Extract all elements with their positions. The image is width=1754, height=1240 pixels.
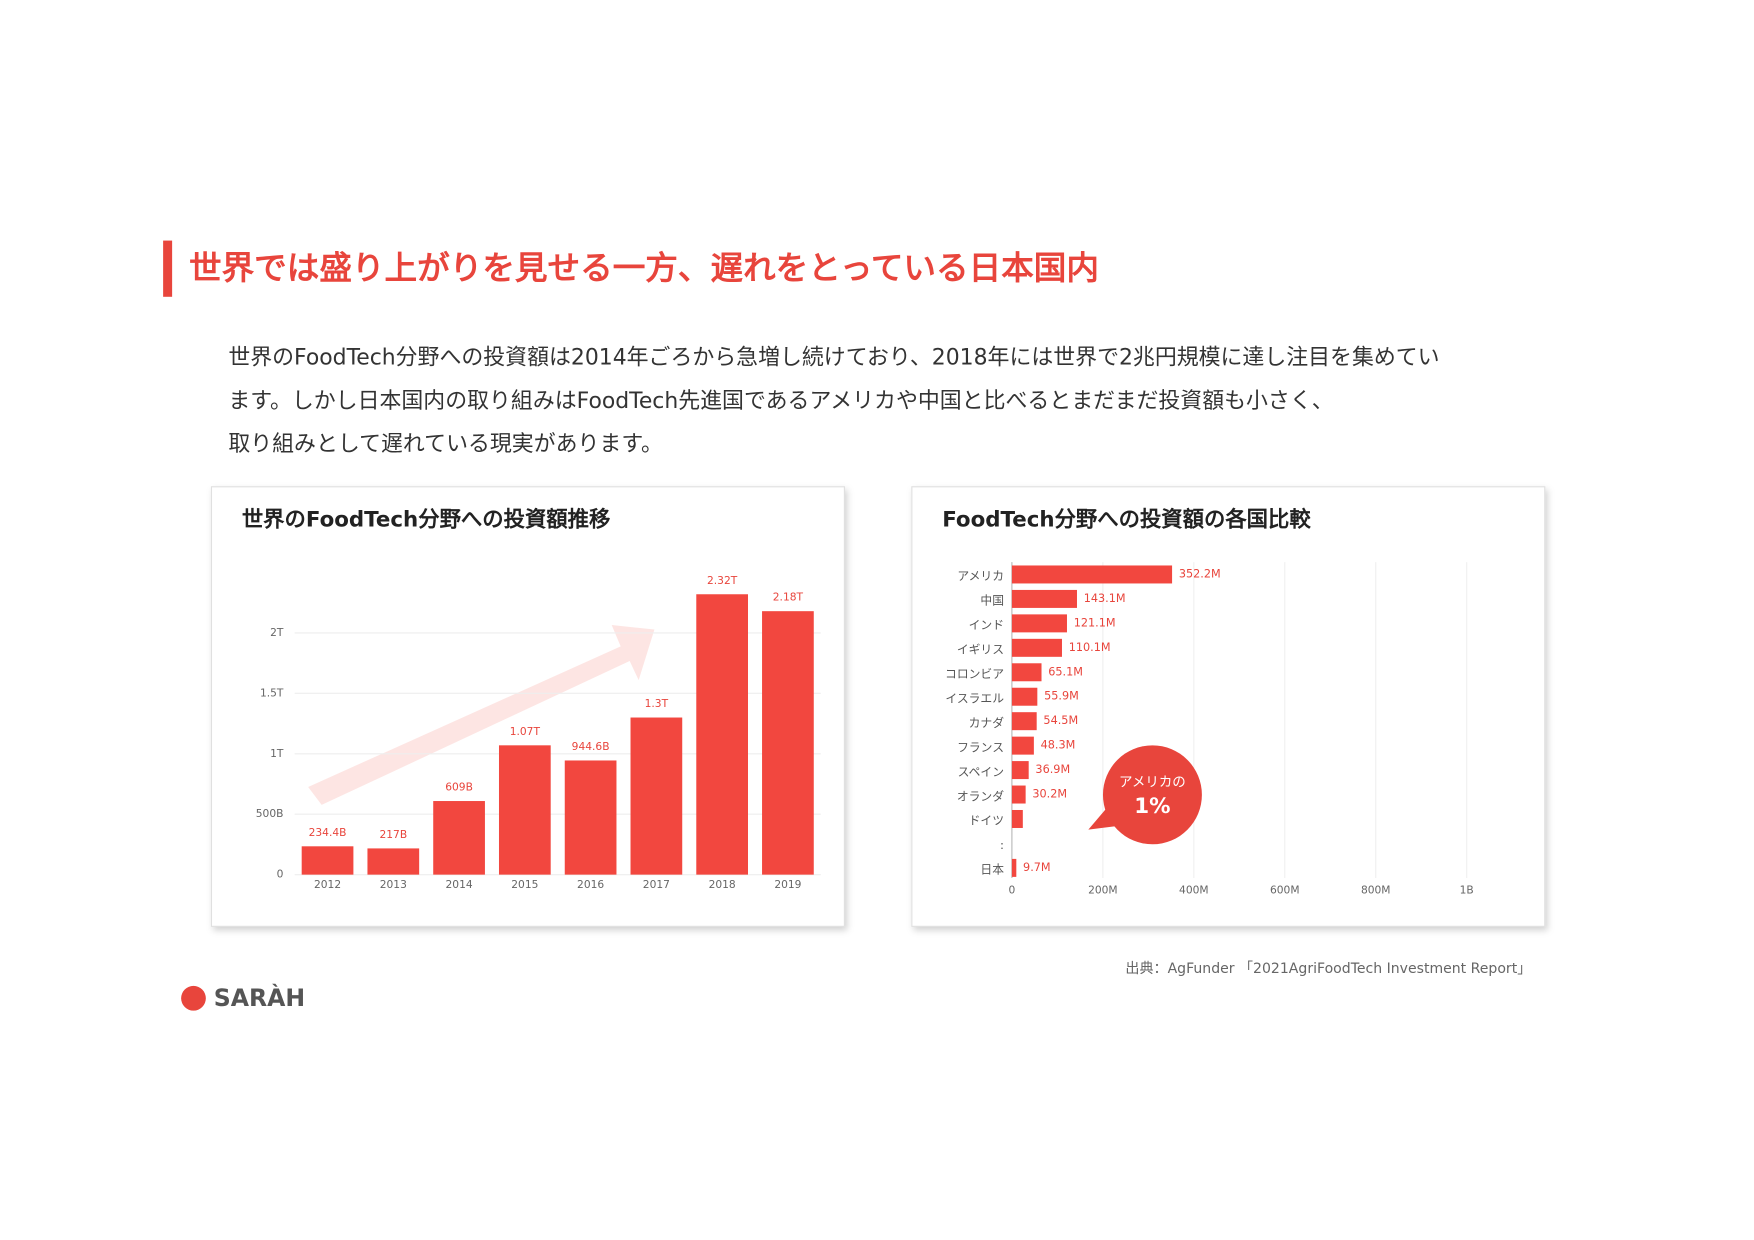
bar xyxy=(1011,761,1029,780)
y-tick-label: 500B xyxy=(256,807,284,820)
y-tick-label: イギリス xyxy=(957,643,1004,657)
logo: SARÀH xyxy=(214,984,305,1012)
trend-arrow xyxy=(308,625,655,805)
bar xyxy=(762,611,814,875)
callout-bubble xyxy=(1102,745,1202,845)
x-tick-label: 2019 xyxy=(774,878,801,891)
x-tick-label: 600M xyxy=(1270,883,1300,896)
value-label: 1.3T xyxy=(645,697,669,710)
value-label: 2.18T xyxy=(773,591,804,604)
x-tick-label: 2017 xyxy=(643,878,670,891)
x-tick-label: 400M xyxy=(1179,883,1209,896)
y-tick-label: 2T xyxy=(270,626,284,639)
logo-icon xyxy=(181,985,206,1011)
x-tick-label: 800M xyxy=(1361,883,1391,896)
x-tick-label: 2012 xyxy=(314,878,341,891)
source: 出典：AgFunder 「2021AgriFoodTech Investment… xyxy=(1125,961,1531,977)
annotation: アメリカの xyxy=(1119,774,1186,790)
bar xyxy=(696,594,748,875)
y-tick-label: スペイン xyxy=(958,765,1004,779)
chart-card xyxy=(911,486,1546,927)
value-label: 65.1M xyxy=(1048,665,1083,678)
x-tick-label: 0 xyxy=(1009,883,1016,896)
y-tick-label: イスラエル xyxy=(945,691,1004,705)
y-tick-label: インド xyxy=(969,618,1004,632)
bar xyxy=(433,801,485,875)
value-label: 54.5M xyxy=(1043,714,1078,727)
bar xyxy=(564,760,617,875)
chart-title: 世界のFoodTech分野への投資額推移 xyxy=(242,507,611,533)
bar xyxy=(1011,614,1067,633)
bar xyxy=(301,846,354,875)
x-tick-label: 2014 xyxy=(446,878,473,891)
y-tick-label: 中国 xyxy=(980,594,1004,608)
chart-title: FoodTech分野への投資額の各国比較 xyxy=(942,507,1311,533)
bar xyxy=(1011,663,1042,682)
body-line: 取り組みとして遅れている現実があります。 xyxy=(228,432,663,457)
body-line: ます。しかし日本国内の取り組みはFoodTech先進国であるアメリカや中国と比べ… xyxy=(228,389,1333,414)
bar xyxy=(630,717,683,875)
x-tick-label: 1B xyxy=(1460,883,1474,896)
y-tick-label: : xyxy=(1000,838,1004,852)
value-label: 217B xyxy=(379,828,407,841)
value-label: 36.9M xyxy=(1035,763,1070,776)
bar xyxy=(498,745,551,875)
x-tick-label: 2013 xyxy=(380,878,407,891)
x-tick-label: 2015 xyxy=(511,878,538,891)
value-label: 55.9M xyxy=(1044,690,1079,703)
y-tick-label: 1.5T xyxy=(260,686,284,699)
value-label: 110.1M xyxy=(1069,641,1111,654)
y-tick-label: カナダ xyxy=(969,716,1005,730)
value-label: 9.7M xyxy=(1023,861,1051,874)
body-line: 世界のFoodTech分野への投資額は2014年ごろから急増し続けており、201… xyxy=(228,346,1439,371)
y-tick-label: 0 xyxy=(277,868,284,881)
y-tick-label: オランダ xyxy=(957,789,1004,803)
bar xyxy=(1011,736,1034,755)
annotation: 1% xyxy=(1134,794,1170,819)
value-label: 30.2M xyxy=(1032,788,1067,801)
value-label: 609B xyxy=(445,781,473,794)
x-tick-label: 2018 xyxy=(709,878,736,891)
value-label: 143.1M xyxy=(1084,592,1126,605)
value-label: 121.1M xyxy=(1074,616,1116,629)
bar xyxy=(1011,712,1037,731)
y-tick-label: アメリカ xyxy=(957,569,1004,583)
y-tick-label: フランス xyxy=(957,740,1004,754)
x-tick-label: 200M xyxy=(1088,883,1118,896)
value-label: 1.07T xyxy=(510,725,541,738)
value-label: 352.2M xyxy=(1179,567,1221,580)
y-tick-label: 1T xyxy=(270,747,284,760)
bar xyxy=(1011,589,1077,608)
value-label: 48.3M xyxy=(1041,739,1076,752)
y-tick-label: 日本 xyxy=(980,863,1004,877)
value-label: 234.4B xyxy=(309,826,347,839)
bar xyxy=(1011,785,1026,804)
bar xyxy=(367,848,420,875)
value-label: 944.6B xyxy=(572,740,610,753)
slide-title: 世界では盛り上がりを見せる一方、遅れをとっている日本国内 xyxy=(189,249,1099,287)
value-label: 2.32T xyxy=(707,574,738,587)
bar xyxy=(1011,687,1038,706)
bar xyxy=(1011,565,1173,584)
bar xyxy=(1011,858,1017,877)
y-tick-label: ドイツ xyxy=(969,814,1004,828)
y-tick-label: コロンビア xyxy=(945,667,1004,681)
bar xyxy=(1011,638,1062,657)
bar xyxy=(1011,809,1023,828)
x-tick-label: 2016 xyxy=(577,878,604,891)
title-accent xyxy=(163,240,173,297)
